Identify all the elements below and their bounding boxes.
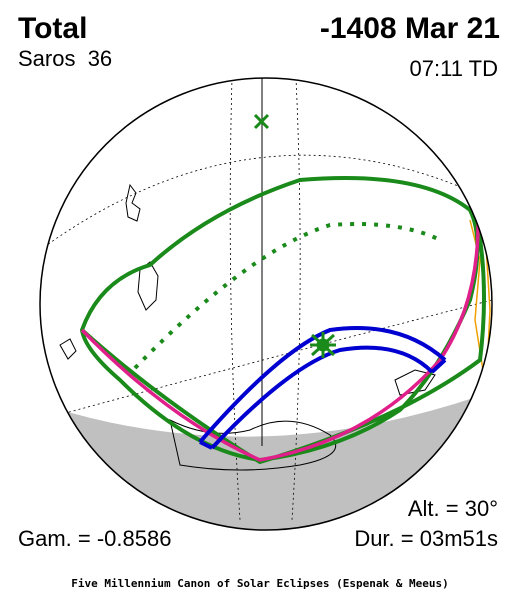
eclipse-date: -1408 Mar 21 <box>320 12 500 45</box>
altitude: Alt. = 30° <box>408 496 498 521</box>
globe <box>40 78 492 530</box>
eclipse-time: 07:11 TD <box>410 56 498 81</box>
subsolar-marker <box>253 113 270 130</box>
duration: Dur. = 03m51s <box>354 526 498 551</box>
gamma: Gam. = -0.8586 <box>18 526 171 551</box>
saros: Saros 36 <box>18 46 112 71</box>
penumbral-limits <box>79 176 486 465</box>
umbral-path <box>198 326 447 450</box>
rise-set-curve <box>80 214 480 462</box>
footer: Five Millennium Canon of Solar Eclipses … <box>71 577 449 590</box>
graticule <box>40 78 492 521</box>
globe-outline <box>39 77 493 531</box>
greatest-eclipse-marker <box>310 332 336 358</box>
eclipse-type: Total <box>18 12 87 45</box>
